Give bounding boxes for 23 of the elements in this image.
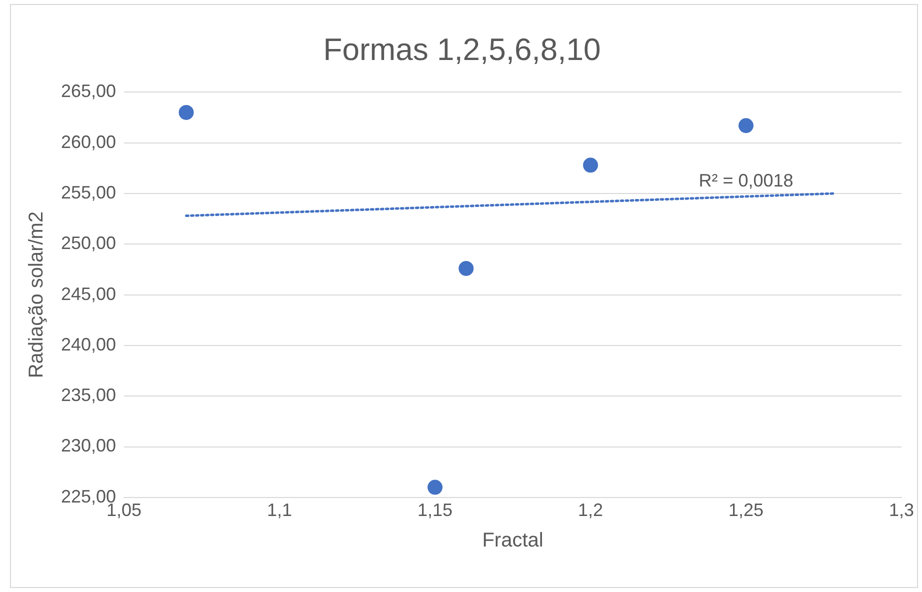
point	[178, 104, 194, 120]
y-tick-label: 265,00	[60, 81, 116, 102]
x-tick-label: 1,1	[267, 500, 292, 520]
y-tick-label: 230,00	[60, 436, 116, 456]
chart-title: Formas 1,2,5,6,8,10	[323, 32, 601, 68]
x-tick-label: 1,3	[888, 500, 914, 520]
x-tick-label: 1,25	[728, 500, 764, 520]
y-tick-label: 255,00	[60, 182, 116, 202]
x-axis-title: Fractal	[482, 530, 544, 552]
point	[428, 480, 443, 495]
x-tick-label: 1,15	[418, 500, 453, 520]
point	[458, 260, 474, 276]
point	[738, 118, 754, 134]
y-tick-label: 250,00	[60, 233, 116, 254]
y-tick-label: 225,00	[60, 486, 116, 506]
point	[583, 158, 598, 173]
x-tick-label: 1,2	[578, 500, 604, 520]
y-tick-label: 235,00	[60, 385, 116, 406]
annotation: R² = 0,0018	[698, 170, 794, 190]
y-tick-label: 240,00	[60, 334, 116, 354]
y-tick-label: 260,00	[60, 132, 116, 152]
y-tick-label: 245,00	[60, 284, 116, 304]
y-axis-title: Radiação solar/m2	[26, 211, 48, 378]
